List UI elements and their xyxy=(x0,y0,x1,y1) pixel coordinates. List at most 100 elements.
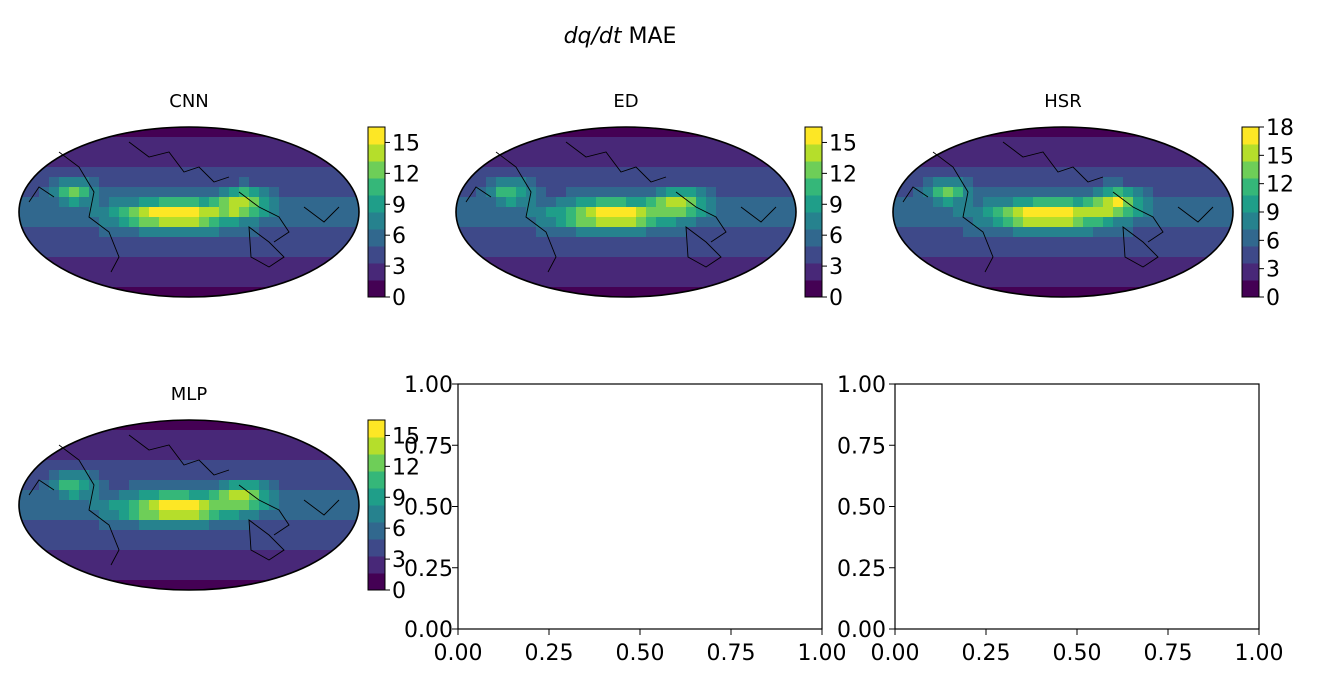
map-cell xyxy=(666,267,677,278)
map-cell xyxy=(696,197,707,208)
map-cell xyxy=(119,460,130,471)
map-cell xyxy=(1113,177,1124,188)
map-cell xyxy=(119,217,130,228)
map-cell xyxy=(616,227,627,238)
map-cell xyxy=(99,440,110,451)
map-cell xyxy=(646,127,657,138)
map-cell xyxy=(963,267,974,278)
colorbar-segment xyxy=(1242,246,1259,264)
map-cell xyxy=(1203,187,1214,198)
map-cell xyxy=(309,430,320,441)
map-cell xyxy=(29,440,40,451)
map-cell xyxy=(1023,197,1034,208)
map-cell xyxy=(1183,137,1194,148)
map-cell xyxy=(289,287,300,297)
map-cell xyxy=(746,187,757,198)
map-cell xyxy=(776,137,787,148)
map-cell xyxy=(49,247,60,258)
map-cell xyxy=(149,197,160,208)
figure-suptitle: dq/dt MAE xyxy=(564,24,677,49)
empty-axes: 0.00 0.25 0.50 0.75 1.000.000.250.500.751.00 xyxy=(837,373,1283,666)
map-cell xyxy=(1113,227,1124,238)
map-cell xyxy=(229,227,240,238)
map-cell xyxy=(149,460,160,471)
map-cell xyxy=(1153,207,1164,218)
map-cell xyxy=(776,127,787,138)
map-cell xyxy=(506,137,517,148)
overlay-ytick-label: 0.50 xyxy=(404,496,453,521)
map-cell xyxy=(39,177,50,188)
map-cell xyxy=(259,560,270,571)
map-cell xyxy=(159,167,170,178)
map-cell xyxy=(279,287,290,297)
map-cell xyxy=(913,207,924,218)
map-cell xyxy=(329,490,340,501)
map-cell xyxy=(339,147,350,158)
map-cell xyxy=(943,247,954,258)
map-cell xyxy=(1203,227,1214,238)
map-cell xyxy=(29,127,40,138)
coastline xyxy=(1122,226,1159,268)
map-cell xyxy=(756,177,767,188)
map-cell xyxy=(229,540,240,551)
map-cell xyxy=(606,217,617,228)
map-cell xyxy=(506,287,517,297)
map-cell xyxy=(149,127,160,138)
map-cell xyxy=(626,247,637,258)
map-cell xyxy=(616,277,627,288)
map-cell xyxy=(1053,257,1064,268)
map-cell xyxy=(993,277,1004,288)
map-cell xyxy=(319,480,330,491)
map-cell xyxy=(59,430,70,441)
map-cell xyxy=(1053,137,1064,148)
map-cell xyxy=(786,287,796,297)
map-cell xyxy=(656,237,667,248)
map-cell xyxy=(466,277,477,288)
map-cell xyxy=(29,580,40,590)
map-cell xyxy=(903,277,914,288)
map-cell xyxy=(903,197,914,208)
map-cell xyxy=(239,570,250,581)
map-cell xyxy=(79,530,90,541)
map-cell xyxy=(586,267,597,278)
map-cell xyxy=(1163,127,1174,138)
x-tick-label: 0.00 xyxy=(434,641,483,666)
map-cell xyxy=(1073,277,1084,288)
map-cell xyxy=(219,217,230,228)
map-cell xyxy=(606,247,617,258)
map-cell xyxy=(696,237,707,248)
map-cell xyxy=(29,490,40,501)
map-cell xyxy=(339,530,350,541)
map-cell xyxy=(139,440,150,451)
map-cell xyxy=(756,227,767,238)
map-cell xyxy=(943,207,954,218)
map-cell xyxy=(59,287,70,297)
map-cell xyxy=(349,540,359,551)
map-cell xyxy=(259,207,270,218)
map-cell xyxy=(109,540,120,551)
map-cell xyxy=(476,247,487,258)
map-cell xyxy=(566,267,577,278)
coastline xyxy=(58,151,120,273)
map-cell xyxy=(89,157,100,168)
map-cell xyxy=(219,247,230,258)
colorbar-tick-label: 9 xyxy=(392,193,406,218)
map-cell xyxy=(536,227,547,238)
map-cell xyxy=(1003,277,1014,288)
colorbar-segment xyxy=(805,212,822,230)
map-cell xyxy=(309,137,320,148)
map-cell xyxy=(219,237,230,248)
map-cell xyxy=(676,147,687,158)
map-cell xyxy=(983,237,994,248)
map-cell xyxy=(219,480,230,491)
axes-frame xyxy=(894,383,1260,630)
map-cell xyxy=(159,430,170,441)
map-cell xyxy=(29,500,40,511)
map-cell xyxy=(29,227,40,238)
map-cell xyxy=(1133,207,1144,218)
map-cell xyxy=(179,570,190,581)
map-cell xyxy=(209,137,220,148)
coastline xyxy=(128,141,230,183)
map-cell xyxy=(119,247,130,258)
map-cell xyxy=(913,247,924,258)
